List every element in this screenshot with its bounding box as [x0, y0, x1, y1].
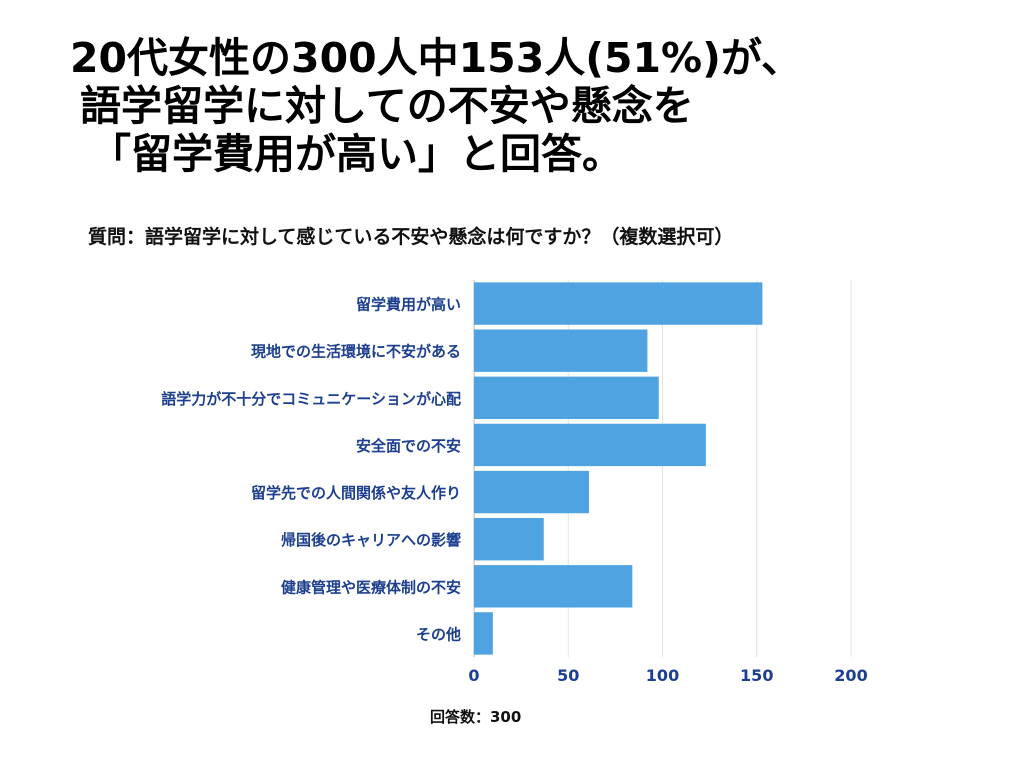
category-label: その他	[416, 625, 461, 643]
bar	[474, 282, 763, 325]
category-label: 健康管理や医療体制の不安	[281, 578, 461, 596]
bar	[474, 423, 706, 467]
headline: 20代女性の300人中153人(51%)が、 語学留学に対しての不安や懸念を 「…	[70, 34, 1010, 178]
category-label: 語学力が不十分でコミュニケーションが心配	[161, 390, 461, 408]
headline-line-2: 語学留学に対しての不安や懸念を	[80, 82, 694, 130]
category-label: 帰国後のキャリアへの影響	[281, 531, 461, 549]
x-tick-label: 100	[646, 666, 679, 685]
bar	[474, 565, 633, 608]
bar	[474, 612, 493, 655]
bar	[474, 376, 659, 420]
x-tick-label: 150	[740, 666, 773, 685]
category-label: 留学先での人間関係や友人作り	[251, 484, 461, 502]
bar	[474, 329, 648, 372]
x-tick-label: 200	[834, 666, 867, 685]
x-tick-label: 50	[557, 666, 579, 685]
headline-line-1: 20代女性の300人中153人(51%)が、	[70, 34, 803, 82]
category-label: 安全面での不安	[356, 437, 461, 455]
chart-question: 質問：語学留学に対して感じている不安や懸念は何ですか？（複数選択可）	[88, 226, 734, 248]
category-label: 留学費用が高い	[356, 296, 461, 314]
bar	[474, 517, 544, 561]
headline-line-3: 「留学費用が高い」と回答。	[90, 130, 623, 178]
response-count: 回答数：300	[430, 708, 522, 726]
x-tick-label: 0	[468, 666, 479, 685]
bar	[474, 470, 589, 514]
category-label: 現地での生活環境に不安がある	[251, 343, 461, 361]
